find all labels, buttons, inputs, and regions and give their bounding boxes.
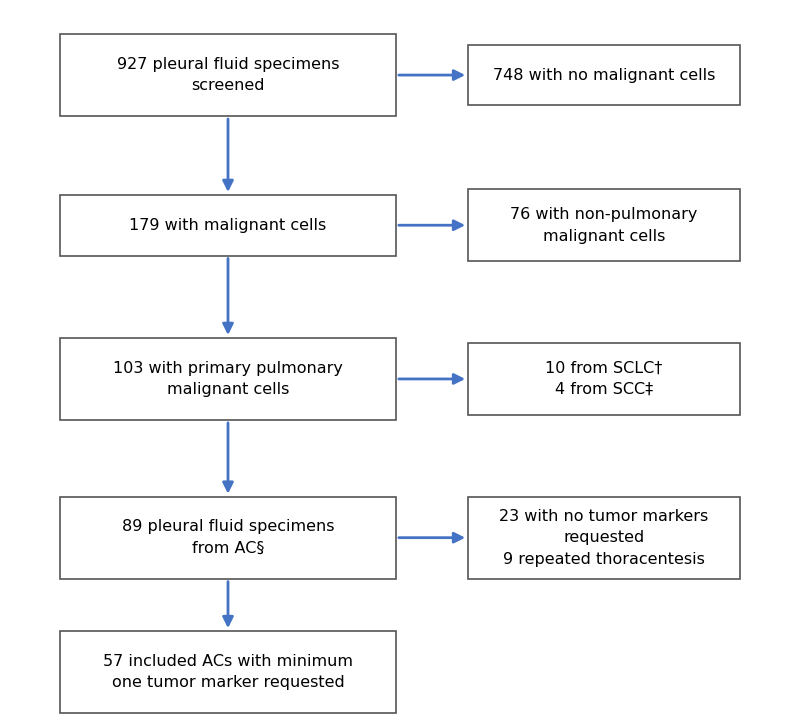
FancyBboxPatch shape (468, 189, 740, 261)
FancyBboxPatch shape (60, 34, 396, 116)
FancyBboxPatch shape (60, 338, 396, 420)
Text: 748 with no malignant cells: 748 with no malignant cells (493, 68, 715, 82)
FancyBboxPatch shape (468, 44, 740, 105)
Text: 23 with no tumor markers
requested
9 repeated thoracentesis: 23 with no tumor markers requested 9 rep… (499, 508, 709, 567)
Text: 89 pleural fluid specimens
from AC§: 89 pleural fluid specimens from AC§ (122, 519, 334, 556)
FancyBboxPatch shape (60, 496, 396, 579)
FancyBboxPatch shape (468, 496, 740, 579)
FancyBboxPatch shape (468, 343, 740, 415)
Text: 57 included ACs with minimum
one tumor marker requested: 57 included ACs with minimum one tumor m… (103, 654, 353, 691)
Text: 76 with non-pulmonary
malignant cells: 76 with non-pulmonary malignant cells (510, 207, 698, 244)
Text: 179 with malignant cells: 179 with malignant cells (130, 218, 326, 232)
Text: 10 from SCLC†
4 from SCC‡: 10 from SCLC† 4 from SCC‡ (546, 360, 662, 398)
Text: 103 with primary pulmonary
malignant cells: 103 with primary pulmonary malignant cel… (113, 360, 343, 398)
FancyBboxPatch shape (60, 631, 396, 714)
FancyBboxPatch shape (60, 194, 396, 255)
Text: 927 pleural fluid specimens
screened: 927 pleural fluid specimens screened (117, 56, 339, 94)
